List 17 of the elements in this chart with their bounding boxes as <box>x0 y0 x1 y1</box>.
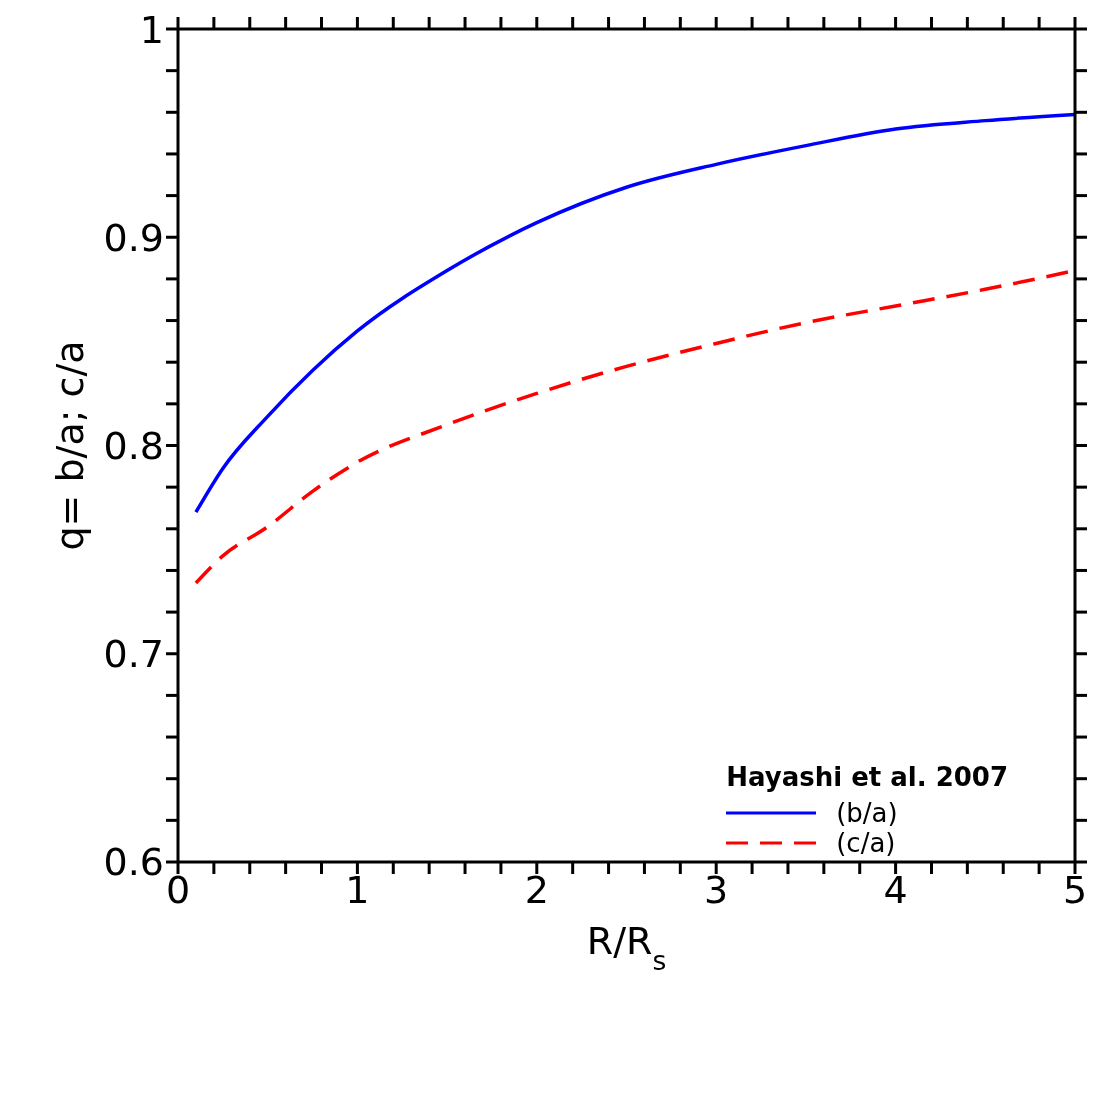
x-tick-label: 4 <box>883 867 908 912</box>
y-tick-label: 1 <box>139 7 164 52</box>
line-series <box>194 112 1075 514</box>
y-tick-label: 0.9 <box>103 215 164 260</box>
legend-label: (c/a) <box>836 828 896 858</box>
legend-label: (b/a) <box>836 798 898 828</box>
x-tick-label: 0 <box>165 867 191 912</box>
legend-title: Hayashi et al. 2007 <box>726 762 1008 792</box>
y-tick-label: 0.6 <box>103 840 164 885</box>
y-tick-label: 0.7 <box>103 632 164 677</box>
x-tick-label: 5 <box>1062 867 1088 912</box>
y-tick-label: 0.8 <box>103 423 164 468</box>
x-tick-label: 3 <box>704 867 729 912</box>
x-tick-label: 2 <box>524 867 549 912</box>
x-axis-title: R/R$_{s}$ <box>586 919 667 976</box>
x-tick-label: 1 <box>345 867 370 912</box>
y-axis-title: q= b/a; c/a <box>48 340 92 551</box>
